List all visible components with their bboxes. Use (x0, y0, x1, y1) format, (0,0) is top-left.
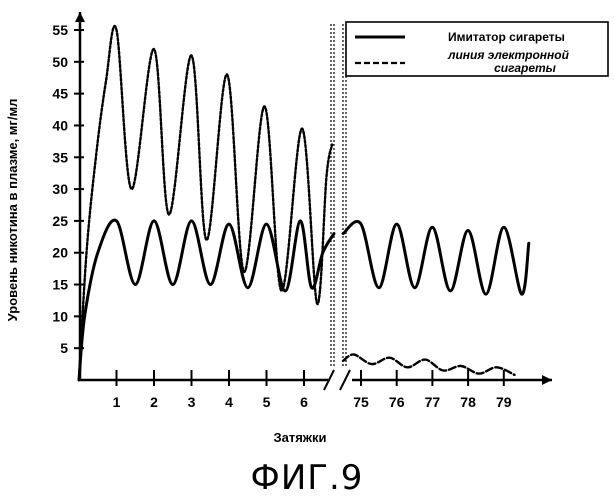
x-tick-label: 5 (263, 394, 271, 410)
x-tick-label: 2 (150, 394, 158, 410)
y-tick-label: 35 (52, 149, 68, 165)
legend-label-ecig-line1: линия электронной (447, 48, 570, 62)
y-axis-label: Уровень никотина в плазме, мг/мл (5, 99, 20, 322)
y-tick-label: 50 (52, 54, 68, 70)
x-axis-arrow (542, 375, 552, 385)
y-tick-label: 45 (52, 86, 68, 102)
axis-break-slash (340, 370, 350, 390)
x-tick-label: 79 (496, 394, 512, 410)
legend: Имитатор сигареты линия электронной сига… (346, 22, 608, 76)
y-tick-label: 25 (52, 213, 68, 229)
x-tick-label: 3 (188, 394, 196, 410)
y-tick-label: 55 (52, 22, 68, 38)
y-tick-label: 40 (52, 117, 68, 133)
y-axis-arrow (75, 12, 85, 22)
x-tick-label: 77 (425, 394, 441, 410)
y-tick-label: 20 (52, 245, 68, 261)
series-layer (79, 26, 529, 380)
x-tick-label: 1 (113, 394, 121, 410)
y-tick-label: 5 (60, 340, 68, 356)
x-tick-label: 78 (460, 394, 476, 410)
series-line-simulator (343, 221, 529, 294)
x-tick-label: 6 (300, 394, 308, 410)
x-tick-label: 4 (225, 394, 233, 410)
y-tick-label: 30 (52, 181, 68, 197)
x-tick-label: 75 (353, 394, 369, 410)
y-tick-label: 10 (52, 308, 68, 324)
x-tick-label: 76 (389, 394, 405, 410)
series-line-ecig (343, 354, 514, 374)
chart: 5101520253035404550551234567576777879 Ур… (0, 0, 614, 455)
y-tick-label: 15 (52, 277, 68, 293)
x-axis-label: Затяжки (273, 430, 326, 445)
legend-label-ecig-line2: сигареты (494, 61, 557, 75)
figure-caption: ФИГ.9 (0, 458, 614, 498)
series-line-simulator (79, 220, 334, 380)
series-line-ecig (79, 26, 332, 380)
legend-label-simulator: Имитатор сигареты (448, 30, 565, 44)
